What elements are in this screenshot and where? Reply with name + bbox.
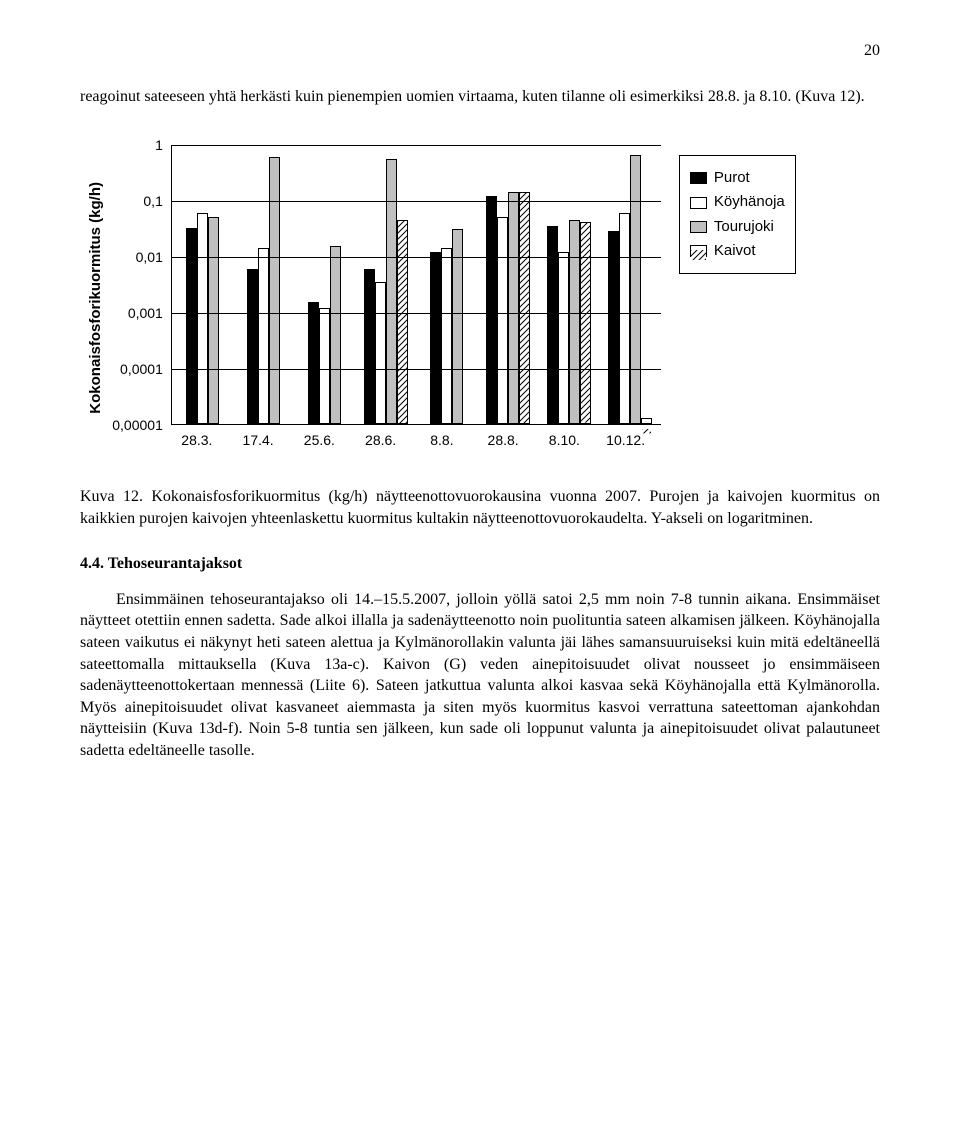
legend-label: Kaivot (714, 241, 756, 261)
xtick-label: 25.6. (289, 431, 350, 450)
bar (308, 302, 319, 424)
xtick-label: 17.4. (228, 431, 289, 450)
xtick-label: 28.3. (166, 431, 227, 450)
legend-item: Kaivot (690, 241, 785, 261)
section-heading: 4.4. Tehoseurantajaksot (80, 553, 880, 575)
bar (630, 155, 641, 425)
bar (208, 217, 219, 424)
legend-swatch (690, 221, 707, 233)
bar (608, 231, 619, 424)
bar-group (477, 192, 538, 424)
bar (569, 220, 580, 425)
bar (619, 213, 630, 425)
xtick-label: 8.10. (534, 431, 595, 450)
intro-paragraph: reagoinut sateeseen yhtä herkästi kuin p… (80, 86, 880, 108)
bar (452, 229, 463, 424)
bar (397, 220, 408, 425)
chart-gridline (172, 313, 661, 314)
bar (519, 192, 530, 424)
chart-gridline (172, 201, 661, 202)
chart-legend: Purot Köyhänoja Tourujoki Kaivot (679, 155, 796, 274)
bar (641, 418, 652, 424)
legend-item: Purot (690, 168, 785, 188)
bar-group (294, 246, 355, 424)
legend-swatch (690, 172, 707, 184)
legend-item: Tourujoki (690, 217, 785, 237)
chart-xaxis: 28.3.17.4.25.6.28.6.8.8.28.8.8.10.10.12. (166, 431, 656, 450)
bar (580, 222, 591, 424)
chart-plot-area (171, 145, 661, 425)
bar (558, 252, 569, 424)
legend-label: Tourujoki (714, 217, 774, 237)
xtick-label: 10.12. (595, 431, 656, 450)
chart-yaxis: 0,000010,00010,0010,010,11 (112, 145, 171, 425)
legend-item: Köyhänoja (690, 192, 785, 212)
chart-ylabel: Kokonaisfosforikuormitus (kg/h) (80, 182, 112, 414)
bar (386, 159, 397, 424)
body-paragraph: Ensimmäinen tehoseurantajakso oli 14.–15… (80, 589, 880, 762)
bar-group (539, 220, 600, 425)
bar (197, 213, 208, 425)
legend-label: Purot (714, 168, 750, 188)
bar-group (355, 159, 416, 424)
bar-group (416, 229, 477, 424)
chart-figure: Kokonaisfosforikuormitus (kg/h) 0,000010… (80, 145, 880, 450)
bar (547, 226, 558, 424)
bar (330, 246, 341, 424)
bar (269, 157, 280, 425)
chart-gridline (172, 257, 661, 258)
bar-group (172, 213, 233, 425)
bar (247, 269, 258, 425)
bar (364, 269, 375, 425)
page-number: 20 (80, 40, 880, 62)
bar (508, 192, 519, 424)
bar (497, 217, 508, 424)
legend-swatch (690, 197, 707, 209)
xtick-label: 28.8. (473, 431, 534, 450)
legend-swatch (690, 245, 707, 257)
legend-label: Köyhänoja (714, 192, 785, 212)
chart-gridline (172, 145, 661, 146)
bar (430, 252, 441, 424)
bar-group (233, 157, 294, 425)
xtick-label: 28.6. (350, 431, 411, 450)
bar (319, 308, 330, 424)
figure-caption: Kuva 12. Kokonaisfosforikuormitus (kg/h)… (80, 486, 880, 529)
bar-group (600, 155, 661, 425)
bar (486, 196, 497, 424)
bar (375, 282, 386, 424)
xtick-label: 8.8. (411, 431, 472, 450)
bar (441, 248, 452, 424)
bar (258, 248, 269, 424)
chart-gridline (172, 369, 661, 370)
